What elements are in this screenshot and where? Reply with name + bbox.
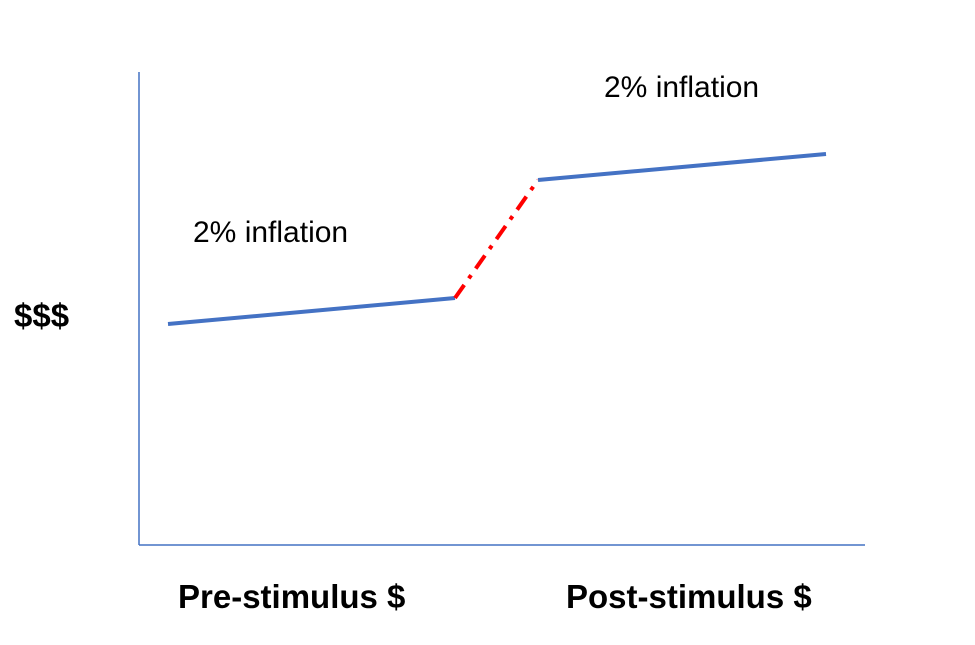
jump-line — [453, 178, 540, 300]
post-stimulus-line — [537, 152, 827, 182]
x-label: Pre-stimulus $ — [178, 578, 405, 615]
pre-stimulus-line — [167, 296, 456, 326]
annotation: 2% inflation — [193, 216, 348, 249]
annotation: 2% inflation — [604, 71, 759, 104]
y-axis-label: $$$ — [14, 297, 69, 334]
x-label: Post-stimulus $ — [566, 578, 812, 615]
